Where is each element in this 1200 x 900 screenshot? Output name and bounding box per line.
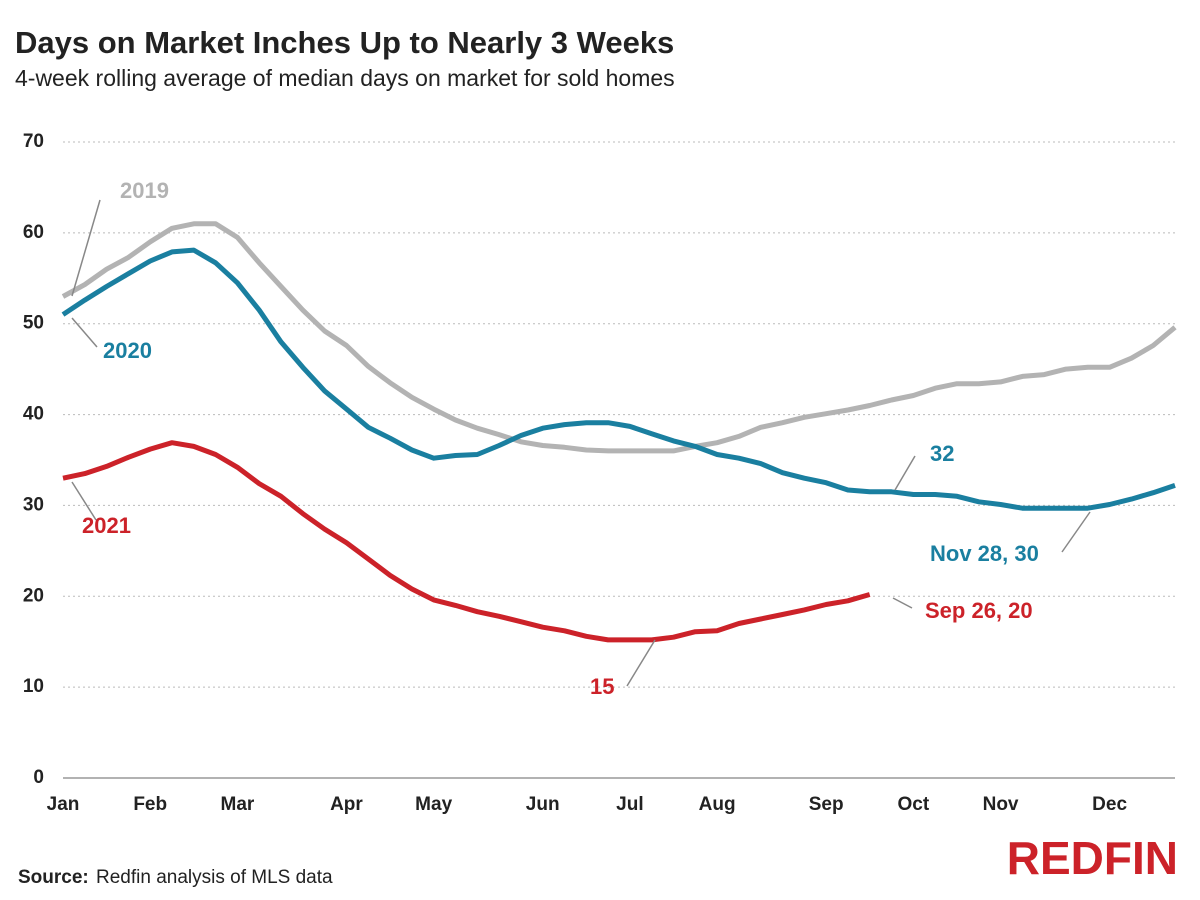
- leader-line: [1061, 511, 1091, 553]
- x-tick-label: Apr: [330, 794, 363, 815]
- leader-line: [894, 455, 916, 491]
- y-tick-label: 0: [33, 767, 44, 788]
- y-tick-label: 40: [23, 404, 44, 425]
- leader-line: [71, 317, 98, 348]
- leader-line: [626, 639, 656, 687]
- x-tick-label: Feb: [133, 794, 167, 815]
- annotation: Sep 26, 20: [925, 598, 1033, 623]
- source: Redfin analysis of MLS data: [96, 867, 333, 888]
- x-tick-label: Aug: [699, 794, 736, 815]
- annotation: 2019: [120, 178, 169, 203]
- chart-subtitle: 4-week rolling average of median days on…: [15, 65, 675, 91]
- y-tick-label: 30: [23, 494, 44, 515]
- x-tick-label: Sep: [809, 794, 844, 815]
- x-tick-label: Jun: [526, 794, 560, 815]
- x-tick-label: Mar: [221, 794, 255, 815]
- x-tick-label: Oct: [898, 794, 930, 815]
- x-tick-label: May: [415, 794, 452, 815]
- logo: REDFIN: [1007, 832, 1178, 884]
- annotation: 2020: [103, 338, 152, 363]
- line-2019: [61, 221, 1177, 454]
- y-tick-label: 10: [23, 676, 44, 697]
- y-tick-label: 60: [23, 222, 44, 243]
- x-tick-label: Nov: [983, 794, 1019, 815]
- source-label: Source:: [18, 867, 89, 888]
- y-tick-label: 20: [23, 585, 44, 606]
- line-2021: [62, 440, 871, 643]
- annotation: Nov 28, 30: [930, 541, 1039, 566]
- x-tick-label: Jul: [616, 794, 643, 815]
- x-tick-label: Jan: [47, 794, 80, 815]
- y-tick-label: 70: [23, 131, 44, 152]
- leader-line: [71, 199, 101, 297]
- y-tick-label: 50: [23, 313, 44, 334]
- leader-line: [71, 481, 97, 521]
- leader-line: [892, 597, 913, 609]
- line-2020: [61, 247, 1176, 511]
- annotation: 2021: [82, 513, 131, 538]
- annotation: 15: [590, 674, 614, 699]
- annotation: 32: [930, 441, 954, 466]
- chart-title: Days on Market Inches Up to Nearly 3 Wee…: [15, 25, 674, 60]
- x-tick-label: Dec: [1092, 794, 1127, 815]
